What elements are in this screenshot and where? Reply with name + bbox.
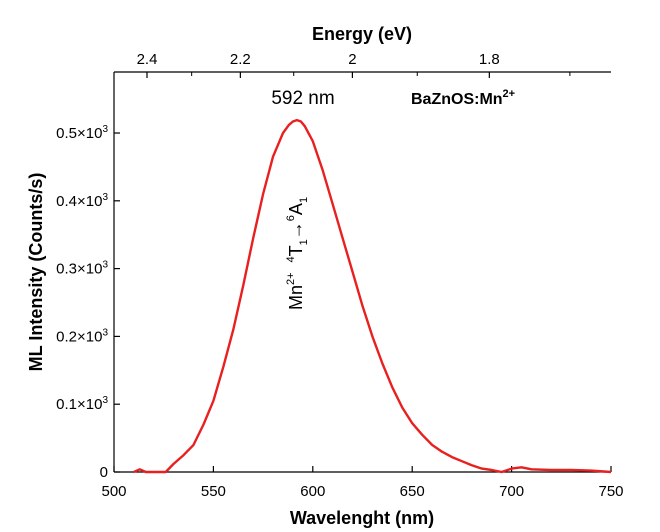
y-tick-label: 0.4×103 [56, 192, 108, 210]
sample-label-sup: 2+ [503, 88, 516, 100]
y-tick-label: 0.2×103 [56, 327, 108, 345]
y-tick-label: 0 [100, 464, 108, 481]
x-tick-label: 650 [400, 483, 425, 500]
top-axis-ticks: 2.4 2.2 2 1.8 [137, 51, 571, 78]
y-tick-label: 0.5×103 [56, 124, 108, 142]
top-axis-title: Energy (eV) [312, 24, 412, 44]
y-axis-title: ML Intensity (Counts/s) [26, 173, 46, 372]
transition-to-sub: 1 [298, 197, 310, 203]
transition-to-sup: 6 [285, 215, 297, 221]
x-tick-label: 550 [201, 483, 226, 500]
sample-label-base: BaZnOS:Mn [411, 91, 503, 108]
transition-to: A [286, 203, 306, 215]
x-tick-label: 700 [499, 483, 524, 500]
y-axis-ticks: 0 0.1×103 0.2×103 0.3×103 0.4×103 0.5×103 [56, 124, 120, 481]
x-axis-title: Wavelenght (nm) [290, 508, 434, 528]
transition-from: T [286, 245, 306, 256]
x-tick-label: 600 [300, 483, 325, 500]
transition-ion: Mn [286, 285, 306, 310]
top-tick-label: 2.4 [137, 51, 158, 68]
top-tick-label: 1.8 [479, 51, 500, 68]
emission-curve [133, 118, 612, 474]
y-tick-label: 0.1×103 [56, 395, 108, 413]
plot-frame [113, 71, 611, 473]
transition-from-sup: 4 [285, 256, 297, 262]
x-tick-label: 750 [598, 483, 623, 500]
sample-label: BaZnOS:Mn2+ [411, 88, 515, 108]
x-tick-label: 500 [101, 483, 126, 500]
transition-from-sub: 1 [298, 239, 310, 245]
x-axis-ticks: 500 550 600 650 700 750 [101, 466, 624, 500]
top-tick-label: 2 [348, 51, 356, 68]
y-tick-label: 0.3×103 [56, 260, 108, 278]
transition-arrow: → [286, 221, 306, 239]
transition-label: Mn2+4T1→6A1 [285, 197, 310, 310]
transition-ion-sup: 2+ [285, 272, 297, 285]
peak-label: 592 nm [271, 88, 334, 109]
top-tick-label: 2.2 [230, 51, 251, 68]
